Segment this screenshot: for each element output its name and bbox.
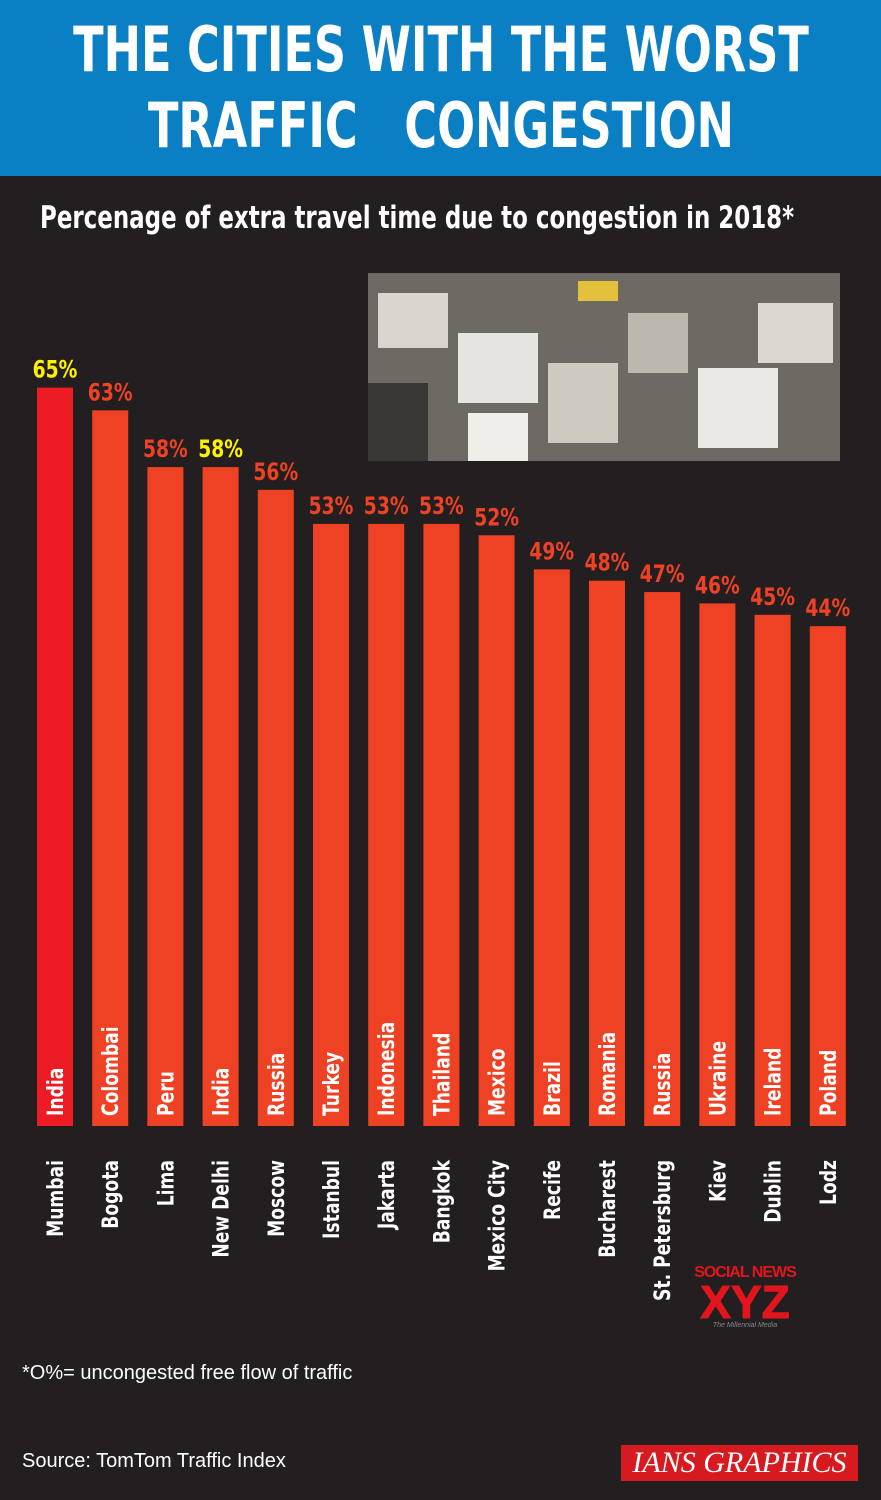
country-label: Romania [595,1032,621,1116]
bar [809,626,846,1126]
city-tick-label: Recife [540,1160,566,1220]
footnote: *O%= uncongested free flow of traffic [22,1362,353,1384]
data-label: 47% [640,561,685,589]
bar [423,523,460,1126]
page-title: THE CITIES WITH THE WORST TRAFFIC CONGES… [72,13,809,162]
city-tick-label: Lodz [816,1160,842,1205]
traffic-photo [368,273,840,461]
country-label: Russia [650,1053,676,1116]
data-label: 58% [143,436,188,464]
data-label: 44% [805,595,850,623]
bar [313,523,349,1126]
watermark-line2: XYZ [700,1276,790,1328]
city-tick-label: Jakarta [374,1160,400,1231]
city-tick-label: Mumbai [43,1160,69,1237]
country-label: India [209,1068,235,1116]
city-tick-label: Kiev [705,1160,731,1202]
data-label: 65% [33,356,78,384]
city-tick-label: Bucharest [595,1160,621,1258]
watermark-logo: SOCIAL NEWS XYZ The Millennial Media [690,1264,800,1329]
city-tick-label: Bogota [98,1160,124,1229]
bar [533,569,570,1126]
data-label: 46% [695,572,740,600]
country-label: India [43,1068,69,1116]
country-label: Peru [153,1071,179,1116]
country-label: Turkey [319,1052,345,1116]
city-tick-label: Istanbul [319,1160,345,1239]
data-label: 45% [750,584,795,612]
country-label: Indonesia [374,1022,400,1116]
bar [644,592,681,1126]
country-label: Colombai [98,1026,124,1116]
country-label: Mexico [485,1048,511,1116]
data-label: 48% [585,550,630,578]
city-tick-label: Lima [153,1160,179,1206]
city-tick-label: St. Petersburg [650,1160,676,1301]
bar [92,410,129,1126]
data-label: 53% [309,493,354,521]
country-label: Ukraine [705,1041,731,1116]
credit-badge: IANS GRAPHICS [621,1445,858,1481]
bar [478,535,515,1126]
country-label: Thailand [429,1033,455,1116]
watermark-line3: The Millennial Media [712,1322,778,1329]
bar [589,580,625,1126]
country-label: Ireland [761,1048,787,1116]
data-label: 58% [198,436,243,464]
city-tick-label: Moscow [264,1160,290,1237]
data-label: 52% [474,504,519,532]
bar [147,467,184,1126]
bar [202,467,239,1126]
city-tick-label: Dublin [761,1160,787,1223]
header-banner: THE CITIES WITH THE WORST TRAFFIC CONGES… [0,0,881,176]
country-label: Russia [264,1053,290,1116]
data-label: 53% [419,493,464,521]
country-label: Poland [816,1050,842,1116]
source-note: Source: TomTom Traffic Index [22,1450,286,1472]
bar [699,603,736,1126]
chart-subtitle: Percenage of extra travel time due to co… [40,200,795,236]
data-label: 49% [529,538,574,566]
city-tick-label: New Delhi [209,1160,235,1258]
city-tick-label: Bangkok [429,1159,455,1243]
data-label: 53% [364,493,409,521]
data-label: 63% [88,379,133,407]
bar [754,614,791,1126]
country-label: Brazil [540,1061,566,1116]
data-label: 56% [253,459,298,487]
city-tick-label: Mexico City [485,1160,511,1272]
watermark-line1: SOCIAL NEWS [694,1264,797,1281]
bar [37,387,73,1127]
bar [257,489,294,1127]
bar [368,523,405,1126]
